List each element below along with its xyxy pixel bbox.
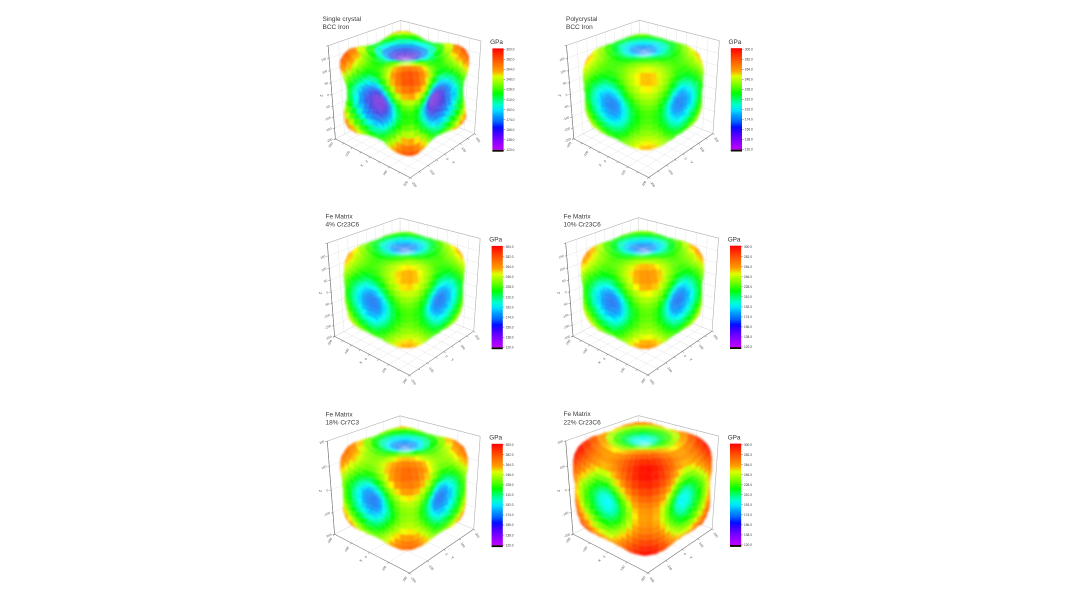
svg-text:BCC Iron: BCC Iron [566,24,593,31]
svg-text:Single crystal: Single crystal [323,16,362,23]
svg-text:Fe Matrix: Fe Matrix [564,213,592,220]
svg-text:Fe Matrix: Fe Matrix [326,214,354,221]
svg-text:4% Cr23C6: 4% Cr23C6 [326,222,360,229]
svg-text:Polycrystal: Polycrystal [566,16,598,23]
svg-text:BCC Iron: BCC Iron [323,24,350,31]
svg-text:10% Cr23C6: 10% Cr23C6 [564,222,602,229]
